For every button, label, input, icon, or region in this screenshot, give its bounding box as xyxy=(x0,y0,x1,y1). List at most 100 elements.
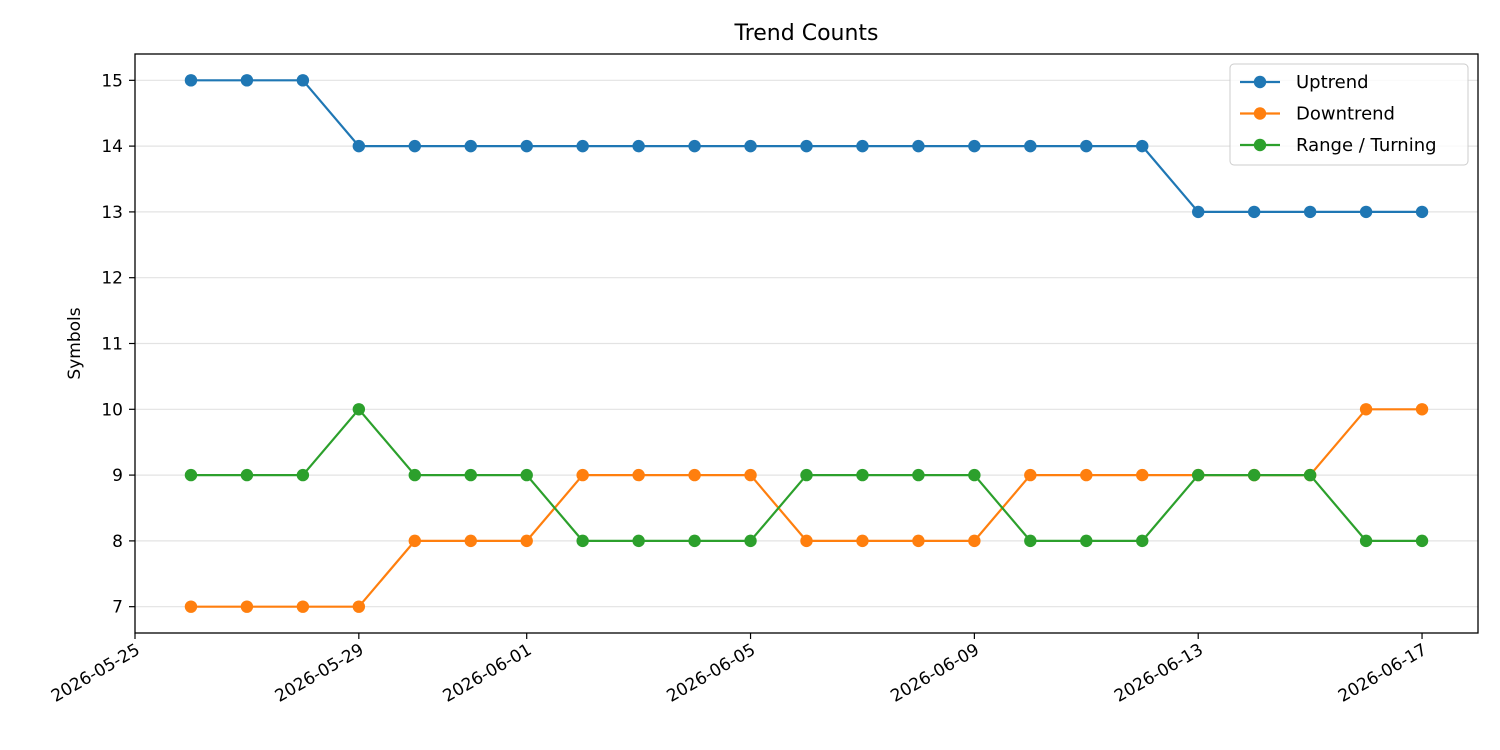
data-point xyxy=(240,74,254,87)
x-tick-label: 2026-06-09 xyxy=(887,640,983,707)
data-point xyxy=(1415,403,1429,416)
data-point xyxy=(520,534,533,548)
legend-swatch-marker xyxy=(1253,75,1267,89)
y-tick-label: 11 xyxy=(101,335,123,355)
data-point xyxy=(184,74,198,87)
data-point xyxy=(464,468,477,482)
data-point xyxy=(408,139,421,153)
data-point xyxy=(1136,468,1149,482)
y-tick-label: 10 xyxy=(101,400,123,420)
series-line xyxy=(190,408,1423,608)
data-point xyxy=(296,74,310,87)
data-point xyxy=(1415,205,1429,219)
data-point xyxy=(1024,468,1037,482)
data-point xyxy=(1136,139,1149,153)
legend-box xyxy=(1229,63,1469,166)
chart-title: Trend Counts xyxy=(734,21,879,46)
data-point xyxy=(1415,534,1429,548)
x-tick-label: 2026-05-29 xyxy=(272,640,368,707)
data-point xyxy=(240,468,254,482)
data-point xyxy=(1080,139,1093,153)
data-point xyxy=(968,534,981,548)
data-point xyxy=(1192,468,1205,482)
data-point xyxy=(1247,205,1261,219)
y-tick-label: 8 xyxy=(112,532,123,552)
axis-layer: 7 8 9 10 11 12 13 14 15 2026-05-25 2026-05-29 2026-… xyxy=(48,71,1431,706)
legend-item: Uptrend xyxy=(1240,72,1369,93)
data-point xyxy=(1247,468,1261,482)
data-point xyxy=(1024,139,1037,153)
data-point xyxy=(408,468,421,482)
data-point xyxy=(688,468,701,482)
data-point xyxy=(800,139,813,153)
data-point xyxy=(184,468,198,482)
x-tick-label: 2026-05-25 xyxy=(48,640,144,707)
data-point xyxy=(520,139,533,153)
data-point xyxy=(184,600,198,613)
data-point xyxy=(912,468,925,482)
legend-swatch-marker xyxy=(1253,107,1267,120)
data-point xyxy=(464,139,477,153)
data-point xyxy=(1303,205,1317,219)
data-point xyxy=(1080,468,1093,482)
y-tick-label: 15 xyxy=(101,71,123,91)
legend-label: Uptrend xyxy=(1296,72,1369,93)
data-point xyxy=(856,534,869,548)
data-point xyxy=(688,139,701,153)
data-point xyxy=(632,534,645,548)
legend-item: Downtrend xyxy=(1240,104,1395,125)
data-point xyxy=(1136,534,1149,548)
data-point xyxy=(968,468,981,482)
data-point xyxy=(296,600,310,613)
y-tick-label: 7 xyxy=(112,598,123,618)
data-point xyxy=(1192,205,1205,219)
data-point xyxy=(968,139,981,153)
legend-label: Downtrend xyxy=(1296,104,1395,125)
data-point xyxy=(1303,468,1317,482)
data-point xyxy=(912,139,925,153)
data-point xyxy=(1024,534,1037,548)
data-point xyxy=(464,534,477,548)
data-point xyxy=(352,139,366,153)
data-point xyxy=(1080,534,1093,548)
x-tick-label: 2026-06-17 xyxy=(1335,640,1431,707)
data-point xyxy=(856,468,869,482)
x-tick-label: 2026-06-01 xyxy=(440,640,536,707)
data-point xyxy=(688,534,701,548)
data-point xyxy=(1359,205,1373,219)
x-tick-label: 2026-06-13 xyxy=(1111,640,1207,707)
series-0 xyxy=(184,74,1429,219)
series-2 xyxy=(184,403,1429,548)
data-point xyxy=(632,468,645,482)
legend: Uptrend Downtrend Range / Turning xyxy=(1229,63,1469,166)
y-tick-label: 13 xyxy=(101,203,123,223)
data-point xyxy=(912,534,925,548)
data-point xyxy=(1359,403,1373,416)
y-tick-label: 12 xyxy=(101,269,123,289)
data-point xyxy=(856,139,869,153)
data-point xyxy=(744,468,757,482)
data-point xyxy=(520,468,533,482)
series-layer xyxy=(184,74,1429,613)
series-1 xyxy=(184,403,1429,613)
y-tick-label: 14 xyxy=(101,137,123,157)
legend-label: Range / Turning xyxy=(1296,135,1437,156)
data-point xyxy=(352,403,366,416)
data-point xyxy=(576,139,589,153)
data-point xyxy=(576,468,589,482)
data-point xyxy=(408,534,421,548)
legend-item: Range / Turning xyxy=(1240,135,1437,156)
data-point xyxy=(1359,534,1373,548)
y-tick-label: 9 xyxy=(112,466,123,486)
data-point xyxy=(800,468,813,482)
data-point xyxy=(576,534,589,548)
x-tick-label: 2026-06-05 xyxy=(663,640,759,707)
data-point xyxy=(800,534,813,548)
legend-swatch-marker xyxy=(1253,138,1267,152)
data-point xyxy=(352,600,366,613)
data-point xyxy=(240,600,254,613)
y-axis-label: Symbols xyxy=(65,307,85,379)
data-point xyxy=(744,534,757,548)
